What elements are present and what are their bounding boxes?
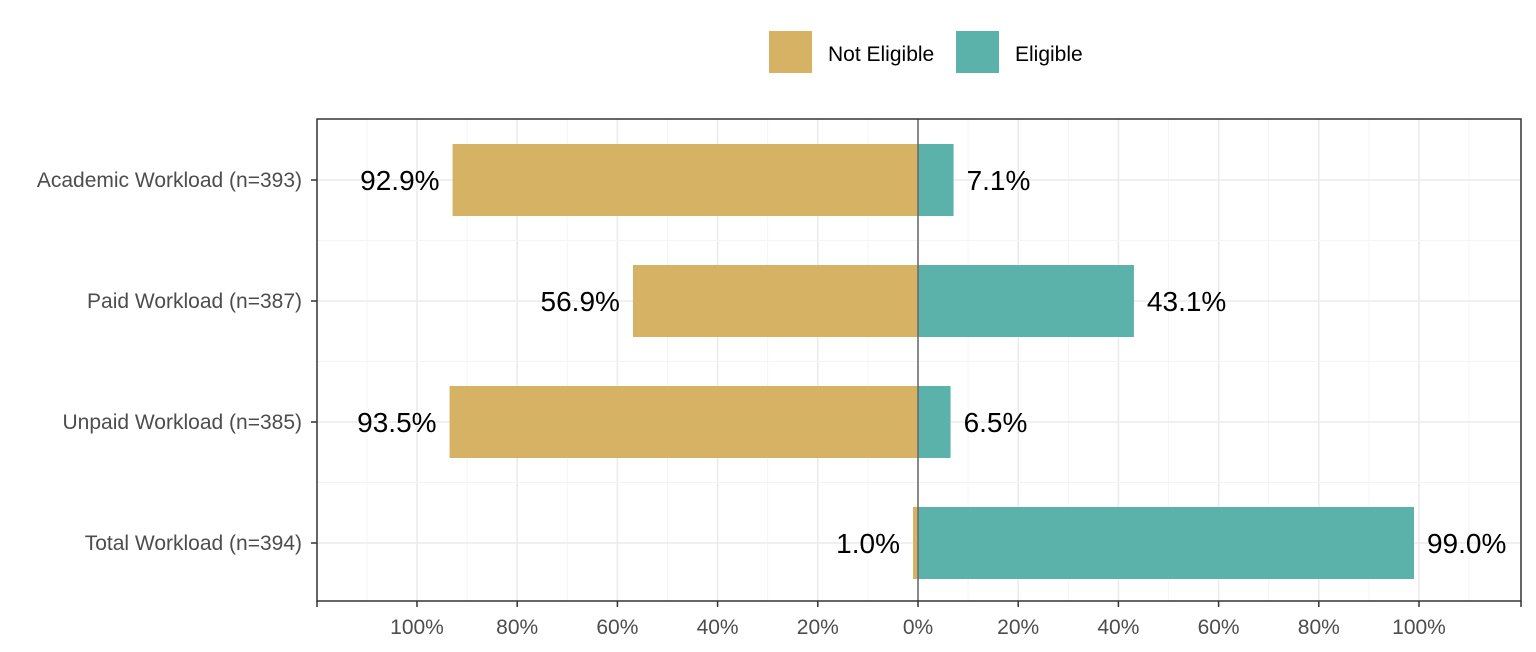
panel-border-rect [316,118,1522,602]
x-axis: 100% 80% 60% 40% 20% 0% 20% 40% 60% 80% 100% [316,601,1522,639]
legend-key [956,31,999,73]
bar-not-eligible [452,144,918,216]
x-tick-label: 60% [596,616,638,639]
data-label-not-eligible: 92.9% [360,165,439,196]
bar-eligible [918,507,1414,579]
bars [449,144,1414,579]
bar-eligible [918,144,954,216]
data-label-eligible: 99.0% [1427,528,1506,559]
x-tick-label: 80% [1298,616,1340,639]
x-tick-label: 60% [1198,616,1240,639]
legend-label: Eligible [1015,43,1083,66]
x-tick-label: 100% [390,616,444,639]
data-label-not-eligible: 93.5% [357,407,436,438]
x-tick-label: 20% [997,616,1039,639]
x-tick-label: 100% [1392,616,1446,639]
data-label-not-eligible: 1.0% [836,528,900,559]
bar-eligible [918,386,951,458]
y-tick-label: Paid Workload (n=387) [87,290,302,313]
data-labels: 92.9% 7.1% 56.9% 43.1% 93.5% 6.5% 1.0% 99.0% [357,165,1506,559]
data-label-eligible: 7.1% [967,165,1031,196]
x-tick-label: 40% [697,616,739,639]
legend: Not Eligible Eligible [769,31,1083,73]
legend-key [769,31,812,73]
x-tick-label: 20% [797,616,839,639]
data-label-eligible: 43.1% [1147,286,1226,317]
x-tick-label: 80% [496,616,538,639]
bar-not-eligible [912,507,918,579]
legend-label: Not Eligible [828,43,934,66]
x-tick-label: 40% [1097,616,1139,639]
bar-not-eligible [632,265,918,337]
data-label-eligible: 6.5% [964,407,1028,438]
data-label-not-eligible: 56.9% [541,286,620,317]
y-axis: Academic Workload (n=393) Paid Workload (… [37,169,317,555]
y-tick-label: Total Workload (n=394) [85,532,302,555]
x-tick-label: 0% [903,616,933,639]
y-tick-label: Unpaid Workload (n=385) [62,411,302,434]
bar-not-eligible [449,386,918,458]
panel-border [316,118,1522,602]
y-tick-label: Academic Workload (n=393) [37,169,302,192]
bar-eligible [918,265,1134,337]
